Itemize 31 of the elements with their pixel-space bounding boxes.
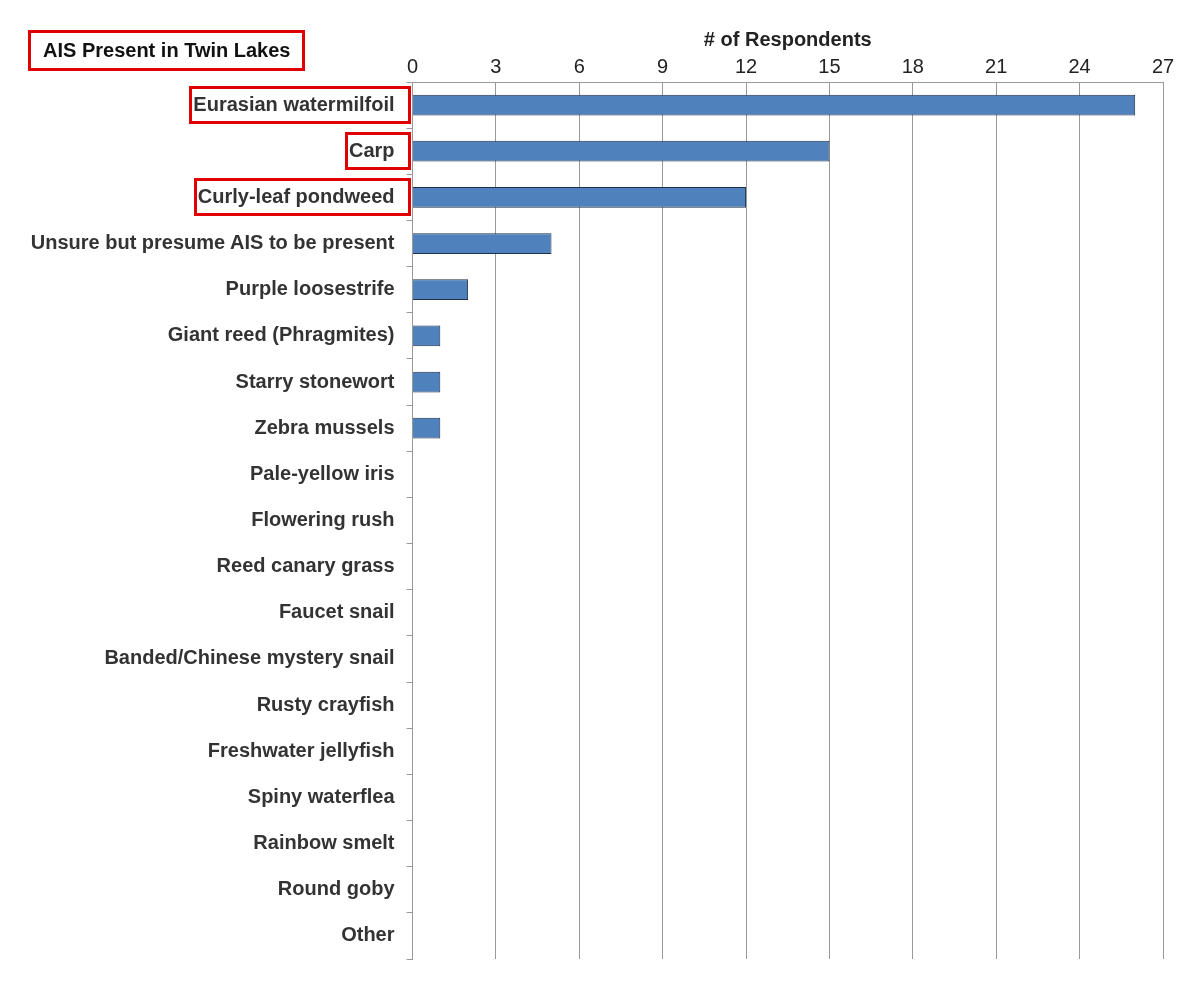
y-tick-label: Rainbow smelt: [253, 831, 395, 854]
x-tick-label: 27: [1151, 54, 1175, 77]
text: AIS Present in Twin Lakes: [28, 30, 306, 71]
y-tick-label: Rusty crayfish: [256, 692, 395, 715]
y-tick-label: Other: [341, 923, 395, 946]
y-tick-label: Curly-leaf pondweed: [197, 184, 395, 207]
x-tick-label: 9: [657, 54, 669, 77]
x-tick-label: 0: [406, 54, 419, 77]
x-tick-label: 18: [901, 54, 924, 77]
x-tick-label: 24: [1068, 54, 1091, 77]
x-tick-label: 12: [734, 54, 758, 77]
y-tick-label: Giant reed (Phragmites): [167, 323, 395, 346]
x-tick-label: 6: [573, 54, 585, 77]
y-tick-label: Unsure but presume AIS to be present: [30, 231, 395, 254]
y-tick-label: Faucet snail: [278, 600, 395, 623]
x-axis-title: # of Respondents: [703, 27, 872, 50]
y-tick-label: Banded/Chinese mystery snail: [104, 646, 395, 669]
y-tick-label: Eurasian watermilfoil: [193, 92, 395, 115]
y-tick-label: Zebra mussels: [254, 415, 395, 438]
y-tick-label: Pale-yellow iris: [250, 461, 395, 484]
y-tick-label: Flowering rush: [251, 508, 395, 531]
y-tick-label: Reed canary grass: [216, 554, 395, 577]
y-tick-label: Spiny waterflea: [247, 784, 396, 807]
y-tick-label: Starry stonewort: [235, 369, 395, 392]
y-tick-label: Purple loosestrife: [225, 277, 395, 300]
y-tick-label: Carp: [348, 138, 395, 161]
y-tick-label: Freshwater jellyfish: [207, 738, 395, 761]
y-tick-label: Round goby: [277, 877, 396, 900]
x-tick-label: 21: [985, 54, 1008, 77]
x-tick-label: 3: [490, 54, 502, 77]
x-tick-label: 15: [818, 54, 841, 77]
